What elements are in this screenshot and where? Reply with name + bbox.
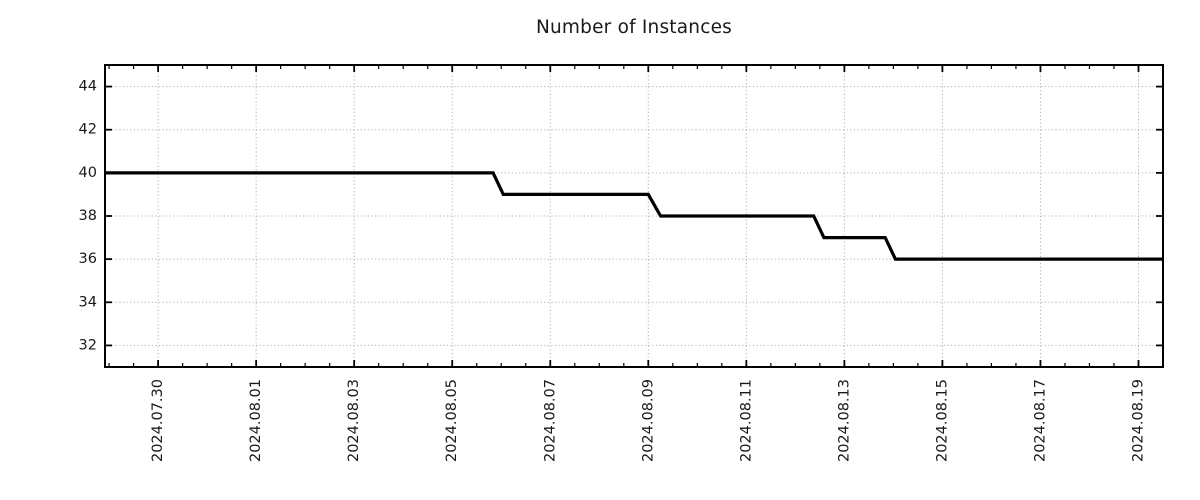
y-tick-label: 38 [79,208,97,224]
x-tick-label: 2024.08.03 [346,379,362,462]
y-tick-label: 42 [79,122,97,138]
x-tick-label: 2024.07.30 [150,379,166,462]
x-tick-label: 2024.08.11 [738,379,754,462]
axis-tick-labels: 32 34 36 38 40 42 44 2024.07.30 2024.08.01 2024.0… [79,79,1147,462]
y-tick-label: 34 [79,294,97,310]
series-line [105,171,1163,261]
x-tick-label: 2024.08.13 [836,379,852,462]
x-tick-label: 2024.08.19 [1130,379,1146,462]
plot-box-border [104,64,1164,368]
plot-border [104,64,1164,368]
y-tick-label: 32 [79,337,97,353]
y-tick-label: 40 [79,165,97,181]
y-tick-label: 36 [79,251,97,267]
chart-title: Number of Instances [535,17,733,38]
x-tick-label: 2024.08.15 [934,379,950,462]
gridlines [105,65,1163,367]
x-tick-label: 2024.08.07 [542,379,558,462]
x-tick-label: 2024.08.17 [1032,379,1048,462]
y-tick-label: 44 [79,79,97,95]
x-tick-label: 2024.08.01 [248,379,264,462]
x-tick-label: 2024.08.09 [640,379,656,462]
data-series [105,171,1163,261]
x-tick-label: 2024.08.05 [444,379,460,462]
